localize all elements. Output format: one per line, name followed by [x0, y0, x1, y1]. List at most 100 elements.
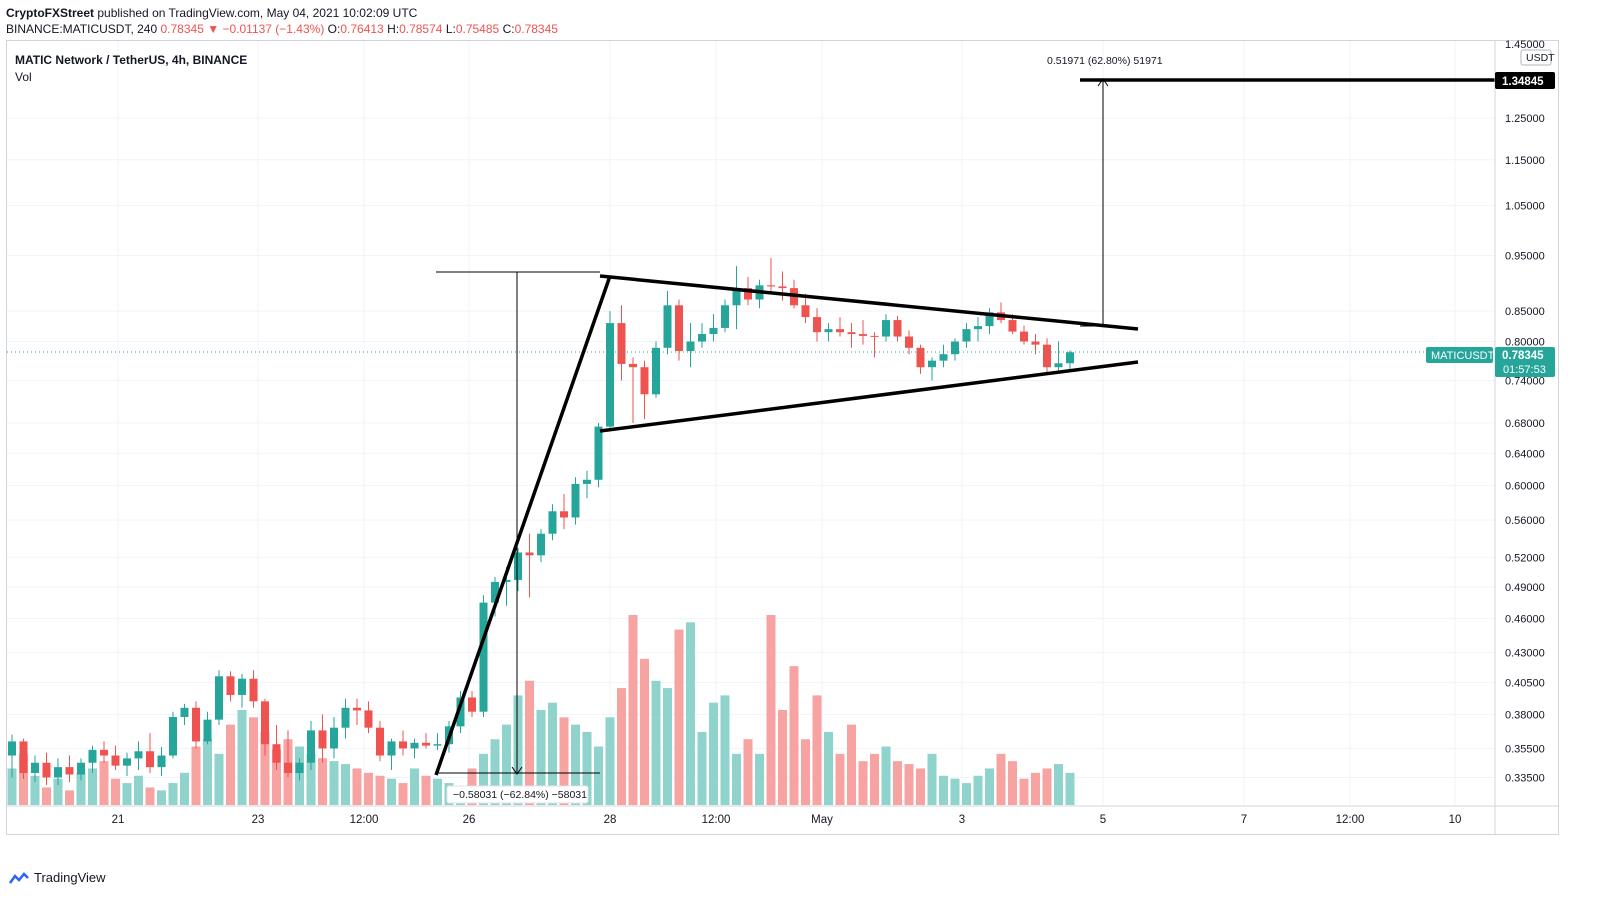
- volume-bar: [490, 739, 500, 805]
- candle-body: [42, 762, 51, 778]
- volume-bar: [950, 778, 960, 805]
- candle-body: [203, 719, 212, 742]
- volume-bar: [996, 753, 1006, 805]
- down-triangle-icon: ▼: [207, 22, 220, 36]
- volume-bar: [502, 724, 511, 805]
- volume-bar: [375, 775, 385, 805]
- candle-body: [836, 329, 844, 333]
- arrow-head-up: [1097, 78, 1109, 87]
- volume-bar: [962, 783, 971, 805]
- volume-bar: [594, 746, 603, 805]
- volume-bar: [525, 680, 534, 805]
- candle-body: [330, 727, 338, 749]
- volume-bar: [766, 615, 776, 805]
- volume-bar: [548, 702, 557, 805]
- axes: 1.45000 1.25000 1.15000 1.05000 0.95000 0.850…: [7, 39, 1558, 834]
- candle-body: [870, 335, 879, 337]
- target-price-tag: [1495, 72, 1555, 89]
- volume-bar: [559, 717, 569, 805]
- time-tick-label: 10: [1449, 814, 1462, 826]
- candle-body: [732, 288, 741, 306]
- candle-body: [1066, 352, 1074, 364]
- volume-bar: [30, 775, 40, 805]
- measure-down-label: −0.58031 (−62.84%) −58031: [453, 789, 587, 801]
- candle-body: [663, 305, 672, 348]
- volume-bar: [651, 680, 661, 805]
- candle-body: [778, 286, 787, 289]
- volume-bar: [203, 739, 212, 805]
- candle-body: [1031, 341, 1040, 345]
- time-tick-label: 12:00: [350, 814, 379, 826]
- candle-body: [813, 317, 821, 333]
- price-unit-box: [1520, 49, 1552, 66]
- price-unit-label: USDT: [1526, 52, 1555, 64]
- volume-indicator-label: Vol: [15, 70, 32, 84]
- volume-bar: [916, 768, 925, 805]
- candle-body: [893, 320, 902, 337]
- candle-body: [387, 741, 396, 756]
- published-text: published on TradingView.com, May 04, 20…: [97, 6, 418, 20]
- candle-body: [698, 334, 706, 342]
- price-tick-label: 1.15000: [1505, 155, 1545, 167]
- low-value: 0.75485: [455, 22, 500, 36]
- volume-bar: [260, 731, 270, 805]
- tradingview-logo[interactable]: TradingView: [8, 870, 106, 885]
- volume-bar: [1065, 772, 1075, 805]
- candle-body: [261, 701, 269, 745]
- volume-bar: [732, 753, 741, 805]
- volume-bar: [19, 753, 28, 805]
- candle-body: [54, 767, 62, 778]
- pattern-drawings: −0.58031 (−62.84%) −58031 0.51971 (62.80%…: [7, 55, 1495, 804]
- volume-bar: [755, 753, 764, 805]
- volume-bars: [7, 615, 1075, 805]
- open-value: 0.76413: [340, 22, 384, 36]
- volume-bar: [421, 775, 431, 805]
- volume-bar: [168, 783, 178, 805]
- volume-bar: [306, 753, 316, 805]
- pane-title-text: MATIC Network / TetherUS, 4h, BINANCE: [15, 53, 248, 67]
- volume-bar: [157, 790, 166, 805]
- time-tick-label: 5: [1100, 814, 1106, 826]
- volume-bar: [824, 731, 833, 805]
- candle-body: [617, 323, 626, 364]
- volume-bar: [939, 775, 948, 805]
- volume-bar: [720, 695, 730, 805]
- candle-body: [525, 552, 534, 556]
- volume-bar: [99, 761, 109, 805]
- current-price-tag: [1495, 347, 1555, 377]
- volume-bar: [789, 666, 799, 805]
- volume-bar: [605, 717, 615, 805]
- price-tick-label: 0.80000: [1505, 337, 1545, 349]
- candle-body: [721, 305, 729, 328]
- candle-body: [1020, 331, 1028, 342]
- author-name[interactable]: CryptoFXStreet: [6, 6, 95, 20]
- pane-title: MATIC Network / TetherUS, 4h, BINANCE: [15, 53, 247, 67]
- candle-body: [31, 762, 39, 774]
- low-label: L:: [445, 22, 456, 36]
- candle-body: [100, 749, 108, 756]
- candle-body: [583, 479, 591, 484]
- volume-bar: [65, 790, 74, 805]
- volume-bar: [191, 746, 201, 805]
- candle-body: [594, 426, 603, 480]
- candle-body: [123, 758, 131, 766]
- price-tick-label: 0.33500: [1505, 772, 1545, 784]
- volume-bar: [663, 688, 672, 805]
- volume-bar: [513, 695, 523, 805]
- candle-body: [502, 579, 511, 582]
- price-tick-label: 1.45000: [1505, 39, 1545, 51]
- current-price-value: 0.78345: [1502, 350, 1544, 362]
- volume-bar: [1042, 768, 1052, 805]
- volume-bar: [881, 746, 891, 805]
- volume-bar: [582, 731, 592, 805]
- time-tick-label: 23: [252, 814, 265, 826]
- published-line: CryptoFXStreet published on TradingView.…: [6, 6, 417, 20]
- volume-bar: [812, 695, 822, 805]
- price-tick-label: 0.60000: [1505, 481, 1545, 493]
- open-label: O:: [327, 22, 341, 36]
- candle-body: [192, 707, 200, 742]
- price-tick-label: 0.68000: [1505, 418, 1545, 430]
- volume-bar: [237, 710, 247, 805]
- volume-bar: [617, 688, 626, 805]
